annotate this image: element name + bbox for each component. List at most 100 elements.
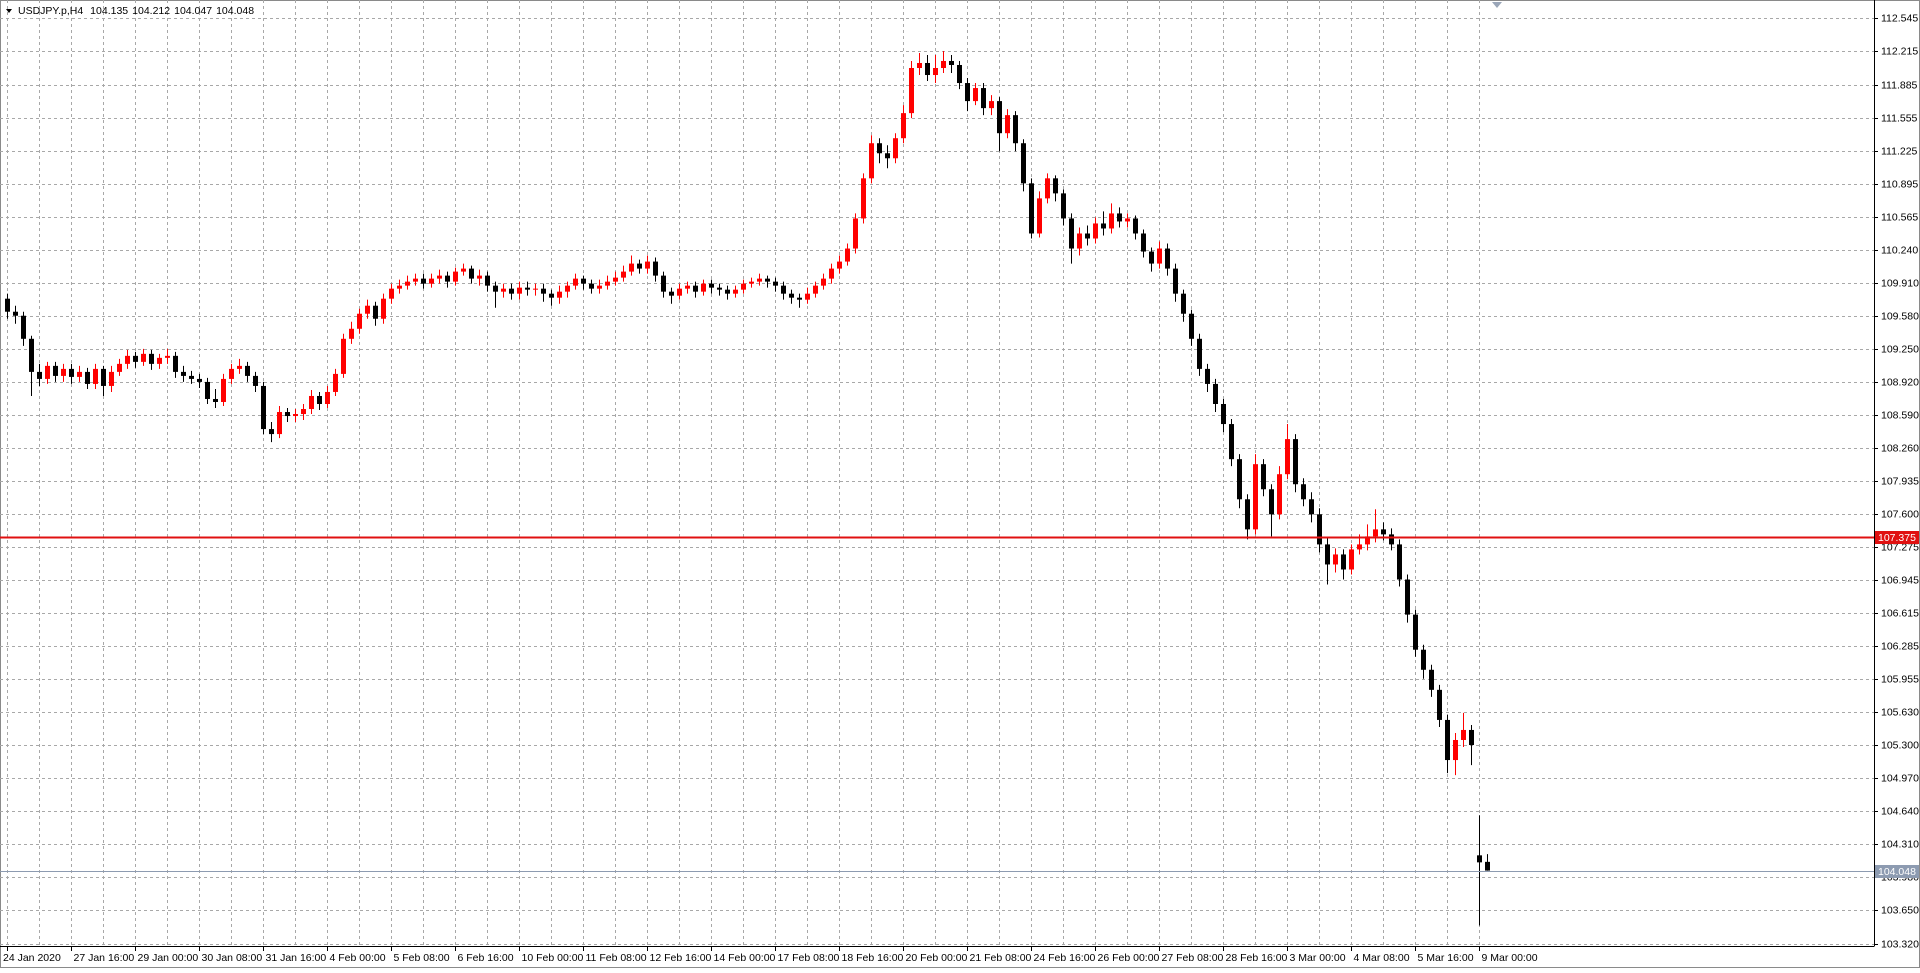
candle-body [245, 365, 250, 376]
candle-body [373, 305, 378, 319]
ohlc-value: 104.135 [90, 5, 128, 17]
candle-body [133, 355, 138, 362]
candle-body [685, 285, 690, 289]
candle-body [941, 60, 946, 69]
y-tick-label: 110.240 [1881, 244, 1918, 256]
candle-body [589, 283, 594, 289]
x-tick-label: 4 Mar 08:00 [1354, 952, 1410, 964]
candle-body [429, 278, 434, 284]
candle-body [325, 391, 330, 404]
y-tick-label: 112.215 [1881, 45, 1918, 57]
candle-body [925, 62, 930, 76]
candle-body [1109, 213, 1114, 229]
candle-body [813, 285, 818, 294]
candle-body [357, 313, 362, 329]
y-tick-label: 111.225 [1881, 145, 1918, 157]
candle-body [1205, 368, 1210, 384]
candle-body [637, 263, 642, 269]
candle-body [413, 278, 418, 282]
candle-body [405, 281, 410, 286]
candle-body [997, 101, 1002, 134]
candle-body [829, 268, 834, 279]
candle-body [629, 263, 634, 272]
candle-body [1013, 115, 1018, 144]
candle-body [277, 412, 282, 435]
candle-body [501, 288, 506, 292]
candle-body [645, 261, 650, 269]
candle-body [1261, 464, 1266, 490]
candle-body [21, 315, 26, 339]
candle-body [189, 375, 194, 379]
candle-body [1157, 248, 1162, 264]
candle-body [837, 261, 842, 269]
candle-body [917, 62, 922, 69]
y-tick-label: 106.945 [1881, 574, 1919, 586]
candle-body [109, 371, 114, 386]
candle-body [541, 288, 546, 294]
candle-body [461, 268, 466, 272]
candle-body [1373, 529, 1378, 537]
candle-body [677, 288, 682, 296]
candle-body [605, 281, 610, 286]
candle-body [1485, 861, 1490, 871]
ohlc-value: 104.047 [174, 5, 212, 17]
candle-body [725, 289, 730, 294]
x-tick-label: 4 Feb 00:00 [330, 952, 386, 964]
y-tick-label: 104.970 [1881, 772, 1919, 784]
y-tick-label: 108.260 [1881, 442, 1919, 454]
candle-body [533, 288, 538, 290]
x-tick-label: 28 Feb 16:00 [1226, 952, 1288, 964]
y-tick-label: 105.630 [1881, 706, 1919, 718]
candle-body [5, 298, 10, 312]
x-tick-label: 3 Mar 00:00 [1290, 952, 1346, 964]
x-tick-label: 20 Feb 00:00 [906, 952, 968, 964]
candle-body [229, 368, 234, 379]
y-tick-label: 105.300 [1881, 739, 1919, 751]
x-tick-label: 12 Feb 16:00 [650, 952, 712, 964]
candle-body [1125, 218, 1130, 222]
candle-body [1469, 729, 1474, 746]
candle-body [493, 285, 498, 292]
candle-body [789, 293, 794, 298]
candle-body [1221, 403, 1226, 425]
candle-body [909, 68, 914, 114]
candle-body [717, 287, 722, 290]
candle-body [565, 285, 570, 292]
candle-body [69, 368, 74, 377]
candle-body [1453, 739, 1458, 761]
candle-body [85, 371, 90, 384]
price-level-tag [1875, 531, 1919, 544]
candle-body [709, 283, 714, 288]
y-tick-label: 110.895 [1881, 178, 1918, 190]
y-tick-label: 105.955 [1881, 673, 1919, 685]
x-tick-label: 24 Jan 2020 [3, 952, 61, 964]
candle-body [1365, 536, 1370, 545]
candle-body [117, 363, 122, 372]
candle-body [957, 64, 962, 84]
candle-body [1197, 338, 1202, 369]
y-tick-label: 107.935 [1881, 475, 1919, 487]
candle-body [517, 287, 522, 294]
candle-body [1477, 855, 1482, 863]
candle-body [485, 275, 490, 286]
candle-body [1285, 439, 1290, 475]
candle-body [253, 375, 258, 386]
candle-body [341, 338, 346, 374]
candle-body [365, 305, 370, 314]
candle-body [805, 293, 810, 300]
candle-body [581, 278, 586, 284]
candle-body [101, 368, 106, 386]
candle-body [861, 178, 866, 219]
candle-body [285, 412, 290, 417]
candle-body [349, 328, 354, 339]
candle-body [61, 368, 66, 376]
candle-body [773, 281, 778, 286]
candle-body [1165, 248, 1170, 269]
candle-body [37, 371, 42, 379]
price-level-label: 104.048 [1878, 866, 1916, 878]
chart-shift-marker [1492, 2, 1502, 8]
candle-body [509, 288, 514, 294]
